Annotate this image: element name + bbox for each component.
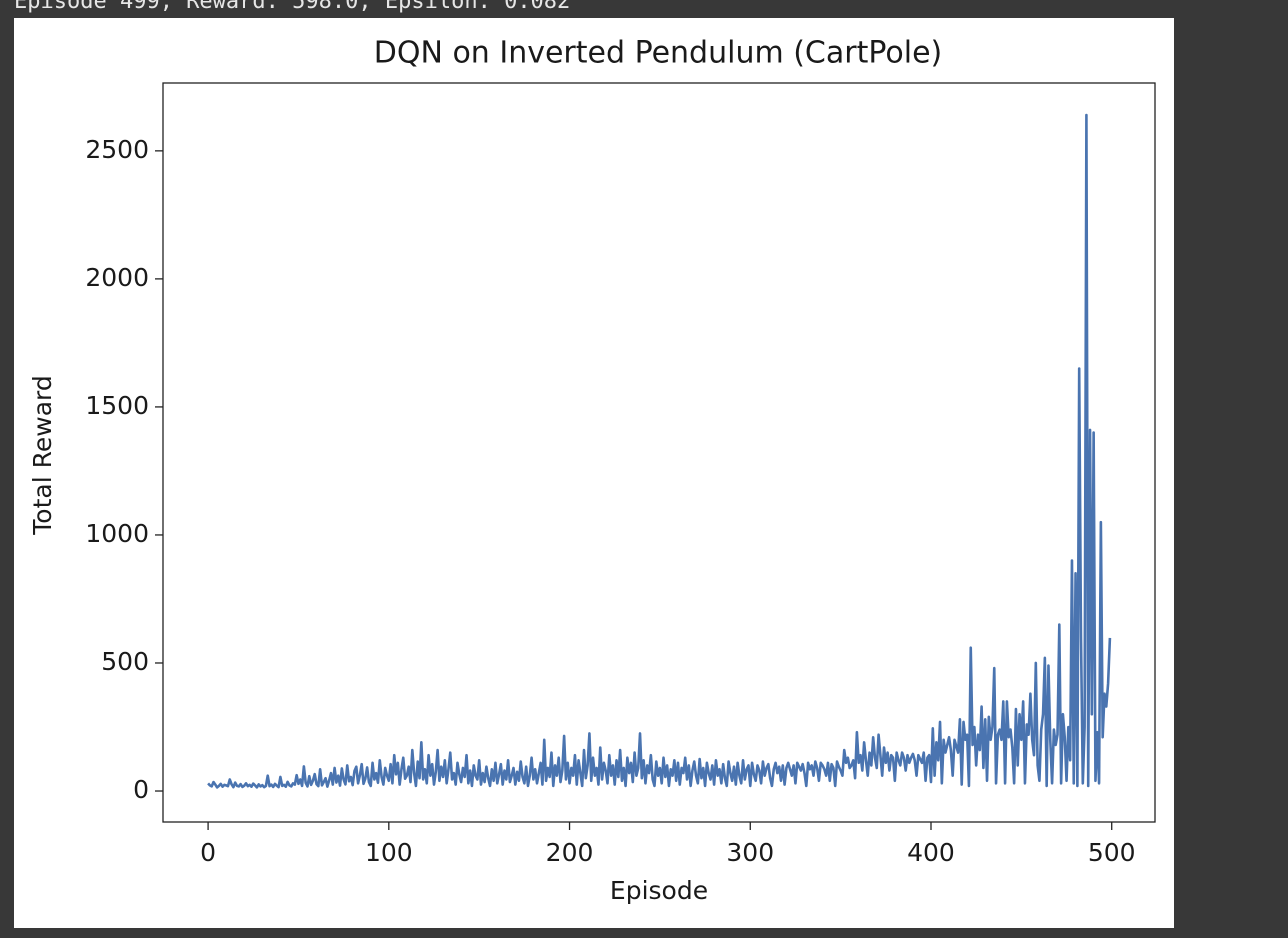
output-text: Episode 499, Reward: 598.0, Epsilon: 0.0…	[14, 0, 570, 14]
y-tick-label: 2500	[85, 135, 149, 164]
y-tick-label: 1500	[85, 391, 149, 420]
x-tick-label: 100	[365, 838, 413, 867]
x-tick-label: 500	[1088, 838, 1136, 867]
x-tick-label: 0	[200, 838, 216, 867]
axes-frame	[162, 82, 1156, 823]
x-tick-label: 300	[726, 838, 774, 867]
y-tick-label: 0	[133, 775, 149, 804]
y-tick-label: 1000	[85, 519, 149, 548]
x-axis-label: Episode	[610, 876, 708, 905]
x-tick-label: 400	[907, 838, 955, 867]
y-axis-label: Total Reward	[28, 375, 57, 535]
chart-title: DQN on Inverted Pendulum (CartPole)	[374, 36, 942, 71]
x-tick-label: 200	[546, 838, 594, 867]
figure-background	[14, 18, 1174, 928]
data-line	[207, 113, 1112, 789]
y-tick-label: 2000	[85, 263, 149, 292]
y-tick-label: 500	[101, 647, 149, 676]
